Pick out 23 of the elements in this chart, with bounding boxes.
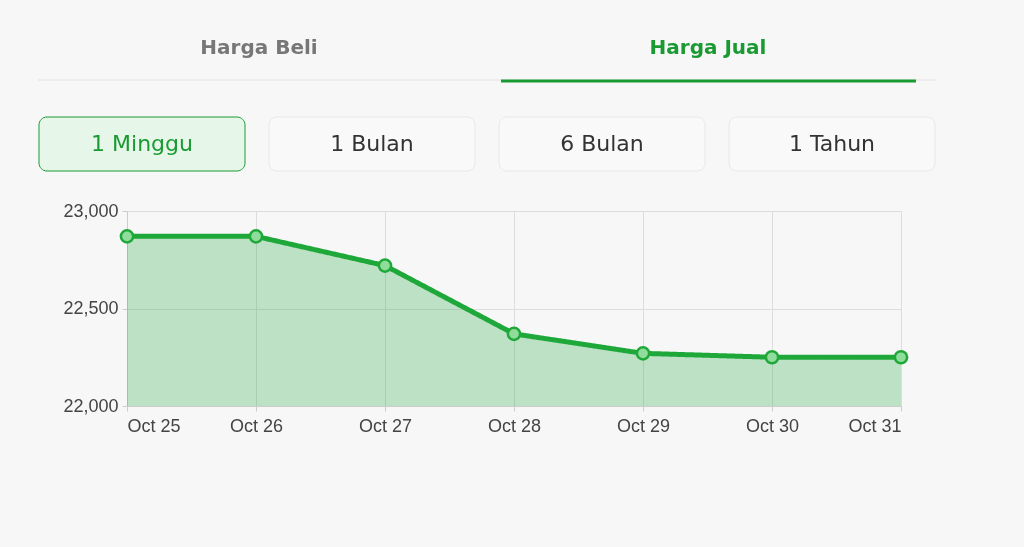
point [248, 228, 264, 244]
text: 6 Bulan [560, 131, 644, 156]
y-tick-label: 22,000 [63, 395, 119, 416]
x-tick-label: Oct 26 [229, 415, 284, 436]
x-tick-label: Oct 30 [745, 415, 800, 436]
x-tick-label: Oct 28 [487, 415, 542, 436]
x-tick-label: Oct 25 [127, 415, 181, 436]
text: 1 Tahun [788, 131, 876, 156]
point [893, 349, 909, 365]
y-tick-label: 23,000 [63, 200, 119, 221]
y-tick-label: 22,500 [63, 298, 119, 318]
point [764, 349, 780, 365]
text: Harga Jual [649, 35, 767, 59]
x-tick-label: Oct 31 [848, 415, 902, 436]
text: Harga Beli [200, 35, 318, 59]
point [119, 228, 135, 244]
x-tick-label: Oct 27 [358, 415, 413, 436]
point [506, 326, 522, 342]
x-tick-label: Oct 29 [616, 415, 671, 436]
point [635, 345, 651, 361]
text: 1 Bulan [330, 131, 414, 156]
point [377, 258, 393, 273]
text: 1 Minggu [91, 131, 193, 156]
